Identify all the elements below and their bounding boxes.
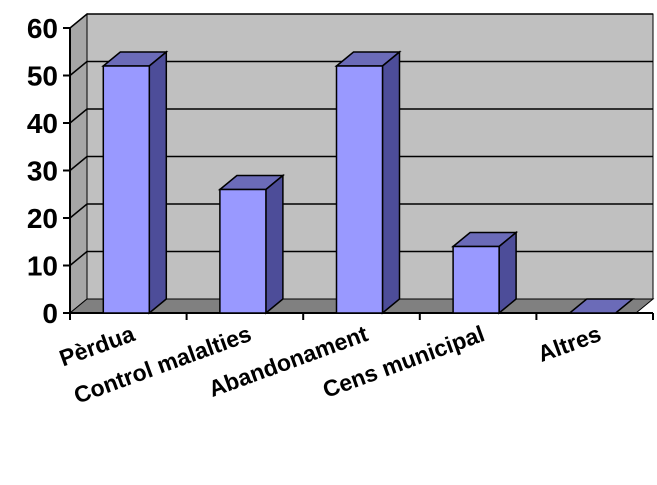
y-tick-label: 20 (27, 203, 58, 234)
gridline (69, 108, 653, 124)
bar-side-face (381, 50, 401, 315)
bar-top-face (567, 298, 635, 314)
bar (567, 298, 635, 314)
bar (217, 173, 285, 315)
bar (451, 230, 519, 315)
bar-front-face (335, 65, 384, 314)
y-tick-label: 30 (27, 156, 58, 187)
gridlines (69, 13, 653, 267)
bar-front-face (219, 188, 267, 314)
bar (101, 50, 169, 315)
gridline (69, 203, 653, 219)
bar (334, 50, 402, 315)
y-tick-label: 60 (27, 13, 58, 44)
bar-side-face (498, 230, 517, 315)
bar-front-face (452, 245, 500, 314)
y-tick-label: 40 (27, 108, 58, 139)
bar-side-face (265, 173, 284, 315)
bars (101, 50, 635, 315)
y-tick-label: 10 (27, 251, 58, 282)
gridline (69, 155, 653, 172)
x-tick-label: Altres (534, 320, 604, 367)
y-tick-label: 50 (27, 61, 58, 92)
bar-side-face (148, 50, 168, 315)
bar-front-face (102, 65, 151, 314)
gridline (69, 60, 653, 77)
y-tick-labels: 0 10 20 30 40 50 60 (27, 13, 58, 329)
gridline (69, 13, 653, 29)
y-tick-label: 0 (42, 298, 58, 329)
